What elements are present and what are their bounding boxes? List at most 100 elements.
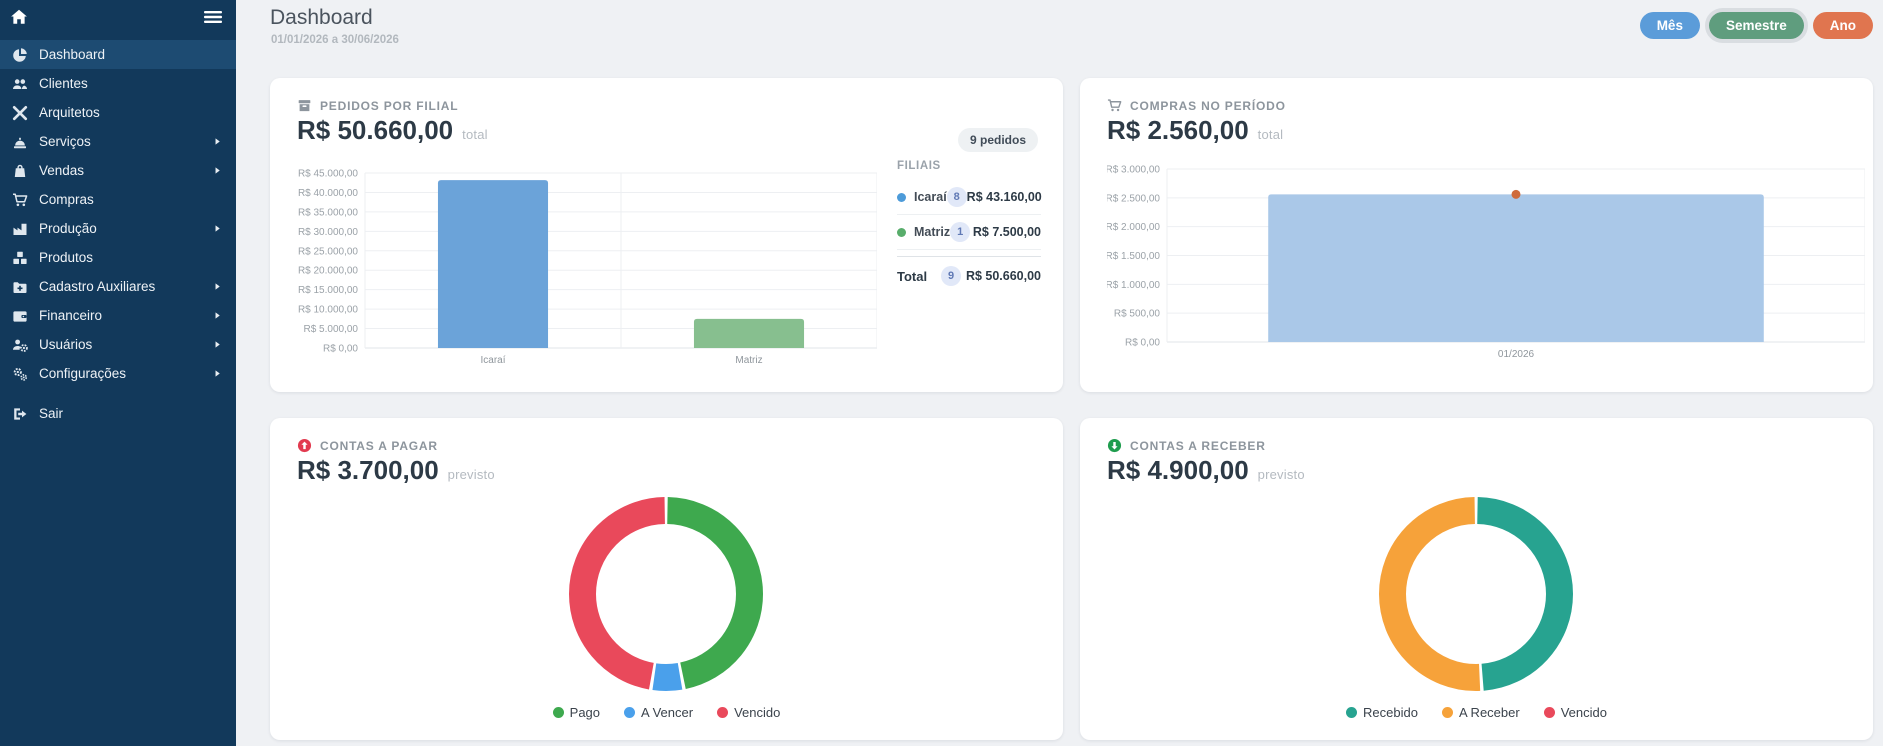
boxes-icon [11,249,28,266]
chevron-right-icon [213,136,222,147]
users-icon [11,75,28,92]
gears-icon [11,365,28,382]
pedidos-value-suffix: total [462,127,488,142]
filiais-total-value: R$ 50.660,00 [965,269,1041,283]
svg-text:01/2026: 01/2026 [1498,349,1535,360]
sidebar-item-produtos[interactable]: Produtos [0,243,236,272]
sidebar-item-label: Produtos [39,250,94,265]
filiais-heading: FILIAIS [897,160,941,172]
svg-text:R$ 5.000,00: R$ 5.000,00 [304,324,359,335]
users-gear-icon [11,336,28,353]
pedidos-total-value: R$ 50.660,00 [297,115,454,145]
sidebar-item-arquitetos[interactable]: Arquitetos [0,98,236,127]
svg-text:R$ 1.500,00: R$ 1.500,00 [1107,251,1160,262]
svg-text:R$ 40.000,00: R$ 40.000,00 [298,188,358,199]
svg-text:R$ 20.000,00: R$ 20.000,00 [298,266,358,277]
circle-arrow-up-icon [297,438,312,453]
sidebar-item-label: Cadastro Auxiliares [39,279,156,294]
card-contas-a-pagar: CONTAS A PAGAR R$ 3.700,00 previsto Pago… [270,418,1063,740]
period-buttons: Mês Semestre Ano [1639,12,1873,39]
shopping-cart-icon [11,191,28,208]
filial-count-badge: 8 [946,187,967,207]
legend-color-dot [1346,707,1358,718]
svg-text:R$ 1.000,00: R$ 1.000,00 [1107,280,1160,291]
hamburger-menu-icon[interactable] [203,9,223,25]
svg-text:R$ 500,00: R$ 500,00 [1114,309,1161,320]
sidebar-item-financeiro[interactable]: Financeiro [0,301,236,330]
sidebar-item-servicos[interactable]: Serviços [0,127,236,156]
compras-value-suffix: total [1257,127,1284,142]
legend-color-dot [552,707,564,718]
sidebar-item-label: Dashboard [39,47,106,62]
legend-label: Recebido [1363,705,1418,720]
legend-item-a-vencer[interactable]: A Vencer [624,705,693,720]
card-compras-no-periodo: COMPRAS NO PERÍODO R$ 2.560,00 total R$ … [1080,78,1873,392]
filial-count-badge: 1 [950,222,971,242]
card-receber-title-row: CONTAS A RECEBER [1107,438,1266,453]
svg-text:R$ 45.000,00: R$ 45.000,00 [298,169,358,180]
sidebar-item-usuarios[interactable]: Usuários [0,330,236,359]
chevron-right-icon [213,368,222,379]
sidebar-item-label: Sair [39,406,64,421]
filiais-rows: Icaraí 8 R$ 43.160,00 Matriz 1 R$ 7.500,00 [897,180,1042,250]
legend-item-a-receber[interactable]: A Receber [1441,705,1520,720]
semestre-button[interactable]: Semestre [1708,12,1804,39]
legend-label: A Receber [1458,705,1520,720]
sidebar-item-sair[interactable]: Sair [0,399,236,428]
filiais-panel: FILIAIS Icaraí 8 R$ 43.160,00 Matriz 1 R$ 7.5… [897,160,1042,286]
date-range: 01/01/2026 a 30/06/2026 [271,34,399,46]
industry-icon [11,220,28,237]
card-pagar-title: CONTAS A PAGAR [320,438,438,453]
shopping-cart-icon [1107,98,1122,113]
ano-button[interactable]: Ano [1812,12,1873,39]
legend-color-dot [717,707,729,718]
card-pedidos-title-row: PEDIDOS POR FILIAL [297,98,458,113]
sidebar-item-producao[interactable]: Produção [0,214,236,243]
svg-text:R$ 3.000,00: R$ 3.000,00 [1107,165,1160,176]
sidebar-item-configuracoes[interactable]: Configurações [0,359,236,388]
pedidos-bar-chart: R$ 0,00 R$ 5.000,00 R$ 10.000,00 R$ 15.000,… [298,169,877,366]
legend-item-recebido[interactable]: Recebido [1346,705,1418,720]
svg-text:Icaraí: Icaraí [480,355,505,366]
sidebar-item-vendas[interactable]: Vendas [0,156,236,185]
card-pagar-value-row: R$ 3.700,00 previsto [297,455,495,486]
sign-out-icon [11,405,28,422]
legend-label: A Vencer [641,705,694,720]
sidebar-item-dashboard[interactable]: Dashboard [0,40,236,69]
sidebar-item-label: Compras [39,192,94,207]
concierge-bell-icon [11,133,28,150]
filial-label: Matriz [914,225,951,239]
pagar-total-value: R$ 3.700,00 [297,455,439,485]
chevron-right-icon [213,281,222,292]
sidebar-item-cadastro-auxiliares[interactable]: Cadastro Auxiliares [0,272,236,301]
tools-icon [11,104,28,121]
mes-button[interactable]: Mês [1639,12,1700,39]
receber-chart-legend: Recebido A Receber Vencido [1080,705,1873,720]
sidebar-item-label: Serviços [39,134,91,149]
main-content: Dashboard 01/01/2026 a 30/06/2026 Mês Sem… [236,0,1883,746]
filial-value: R$ 7.500,00 [972,225,1041,239]
svg-text:R$ 15.000,00: R$ 15.000,00 [298,285,358,296]
pagar-value-suffix: previsto [447,467,495,482]
filial-row-icarai: Icaraí 8 R$ 43.160,00 [897,180,1042,215]
filial-color-dot [897,227,906,237]
legend-item-vencido[interactable]: Vencido [717,705,780,720]
chevron-right-icon [213,339,222,350]
svg-text:R$ 35.000,00: R$ 35.000,00 [298,207,358,218]
wallet-icon [11,307,28,324]
card-compras-title-row: COMPRAS NO PERÍODO [1107,98,1286,113]
sidebar-item-clientes[interactable]: Clientes [0,69,236,98]
sidebar-logout: Sair [0,399,236,428]
card-receber-value-row: R$ 4.900,00 previsto [1107,455,1305,486]
legend-item-pago[interactable]: Pago [552,705,600,720]
card-pedidos-value-row: R$ 50.660,00 total [297,115,488,146]
sidebar-item-compras[interactable]: Compras [0,185,236,214]
legend-item-vencido[interactable]: Vencido [1543,705,1607,720]
circle-arrow-down-icon [1107,438,1122,453]
home-icon[interactable] [10,8,28,26]
filiais-total-count-badge: 9 [941,266,961,286]
chevron-right-icon [213,165,222,176]
card-contas-a-receber: CONTAS A RECEBER R$ 4.900,00 previsto Re… [1080,418,1873,740]
card-compras-title: COMPRAS NO PERÍODO [1130,98,1286,113]
filial-label: Icaraí [914,190,947,204]
